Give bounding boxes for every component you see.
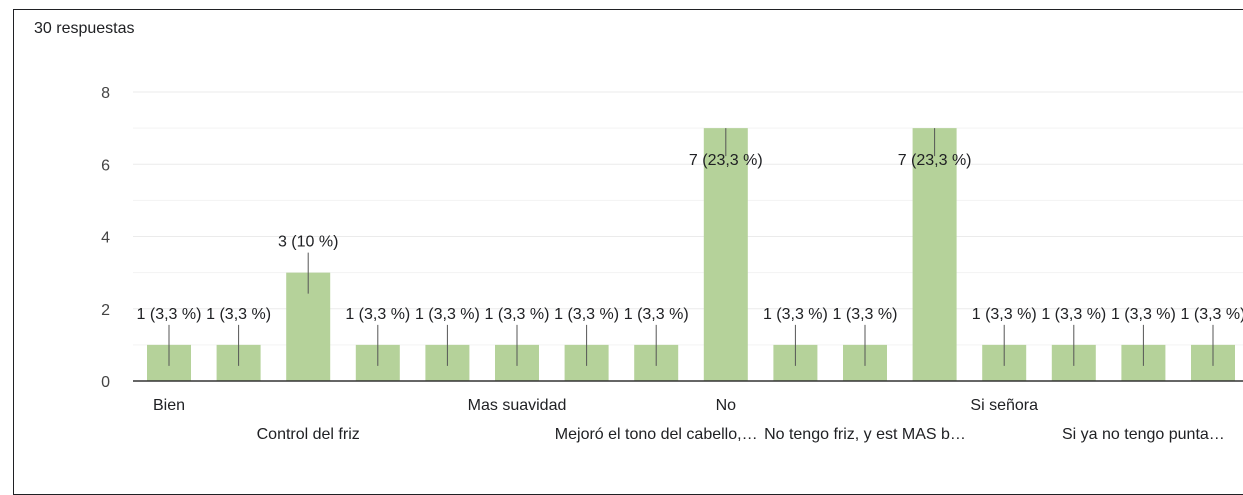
data-label: 1 (3,3 %) (972, 306, 1037, 323)
data-label: 1 (3,3 %) (206, 306, 271, 323)
x-category-label: Si señora (970, 397, 1038, 414)
data-label: 1 (3,3 %) (554, 306, 619, 323)
x-category-label: No (716, 397, 737, 414)
x-category-label: Mas suavidad (468, 397, 567, 414)
y-tick-label: 8 (101, 85, 110, 102)
data-label: 1 (3,3 %) (624, 306, 689, 323)
data-label: 1 (3,3 %) (345, 306, 410, 323)
y-tick-label: 2 (101, 302, 110, 319)
x-category-label: Control del friz (257, 426, 360, 443)
data-label: 3 (10 %) (278, 234, 338, 251)
data-label: 1 (3,3 %) (1181, 306, 1243, 323)
data-label: 1 (3,3 %) (763, 306, 828, 323)
x-category-label: Mejoró el tono del cabello,… (555, 426, 758, 443)
y-tick-label: 4 (101, 230, 110, 247)
data-label: 1 (3,3 %) (415, 306, 480, 323)
y-tick-label: 0 (101, 374, 110, 391)
data-label: 1 (3,3 %) (833, 306, 898, 323)
data-label: 1 (3,3 %) (1041, 306, 1106, 323)
x-category-label: No tengo friz, y est MAS b… (764, 426, 966, 443)
data-label: 1 (3,3 %) (485, 306, 550, 323)
data-label: 7 (23,3 %) (898, 152, 972, 169)
y-tick-label: 6 (101, 157, 110, 174)
x-category-label: Bien (153, 397, 185, 414)
x-category-label: Si ya no tengo punta… (1062, 426, 1225, 443)
data-label: 7 (23,3 %) (689, 152, 763, 169)
data-label: 1 (3,3 %) (1111, 306, 1176, 323)
data-label: 1 (3,3 %) (137, 306, 202, 323)
